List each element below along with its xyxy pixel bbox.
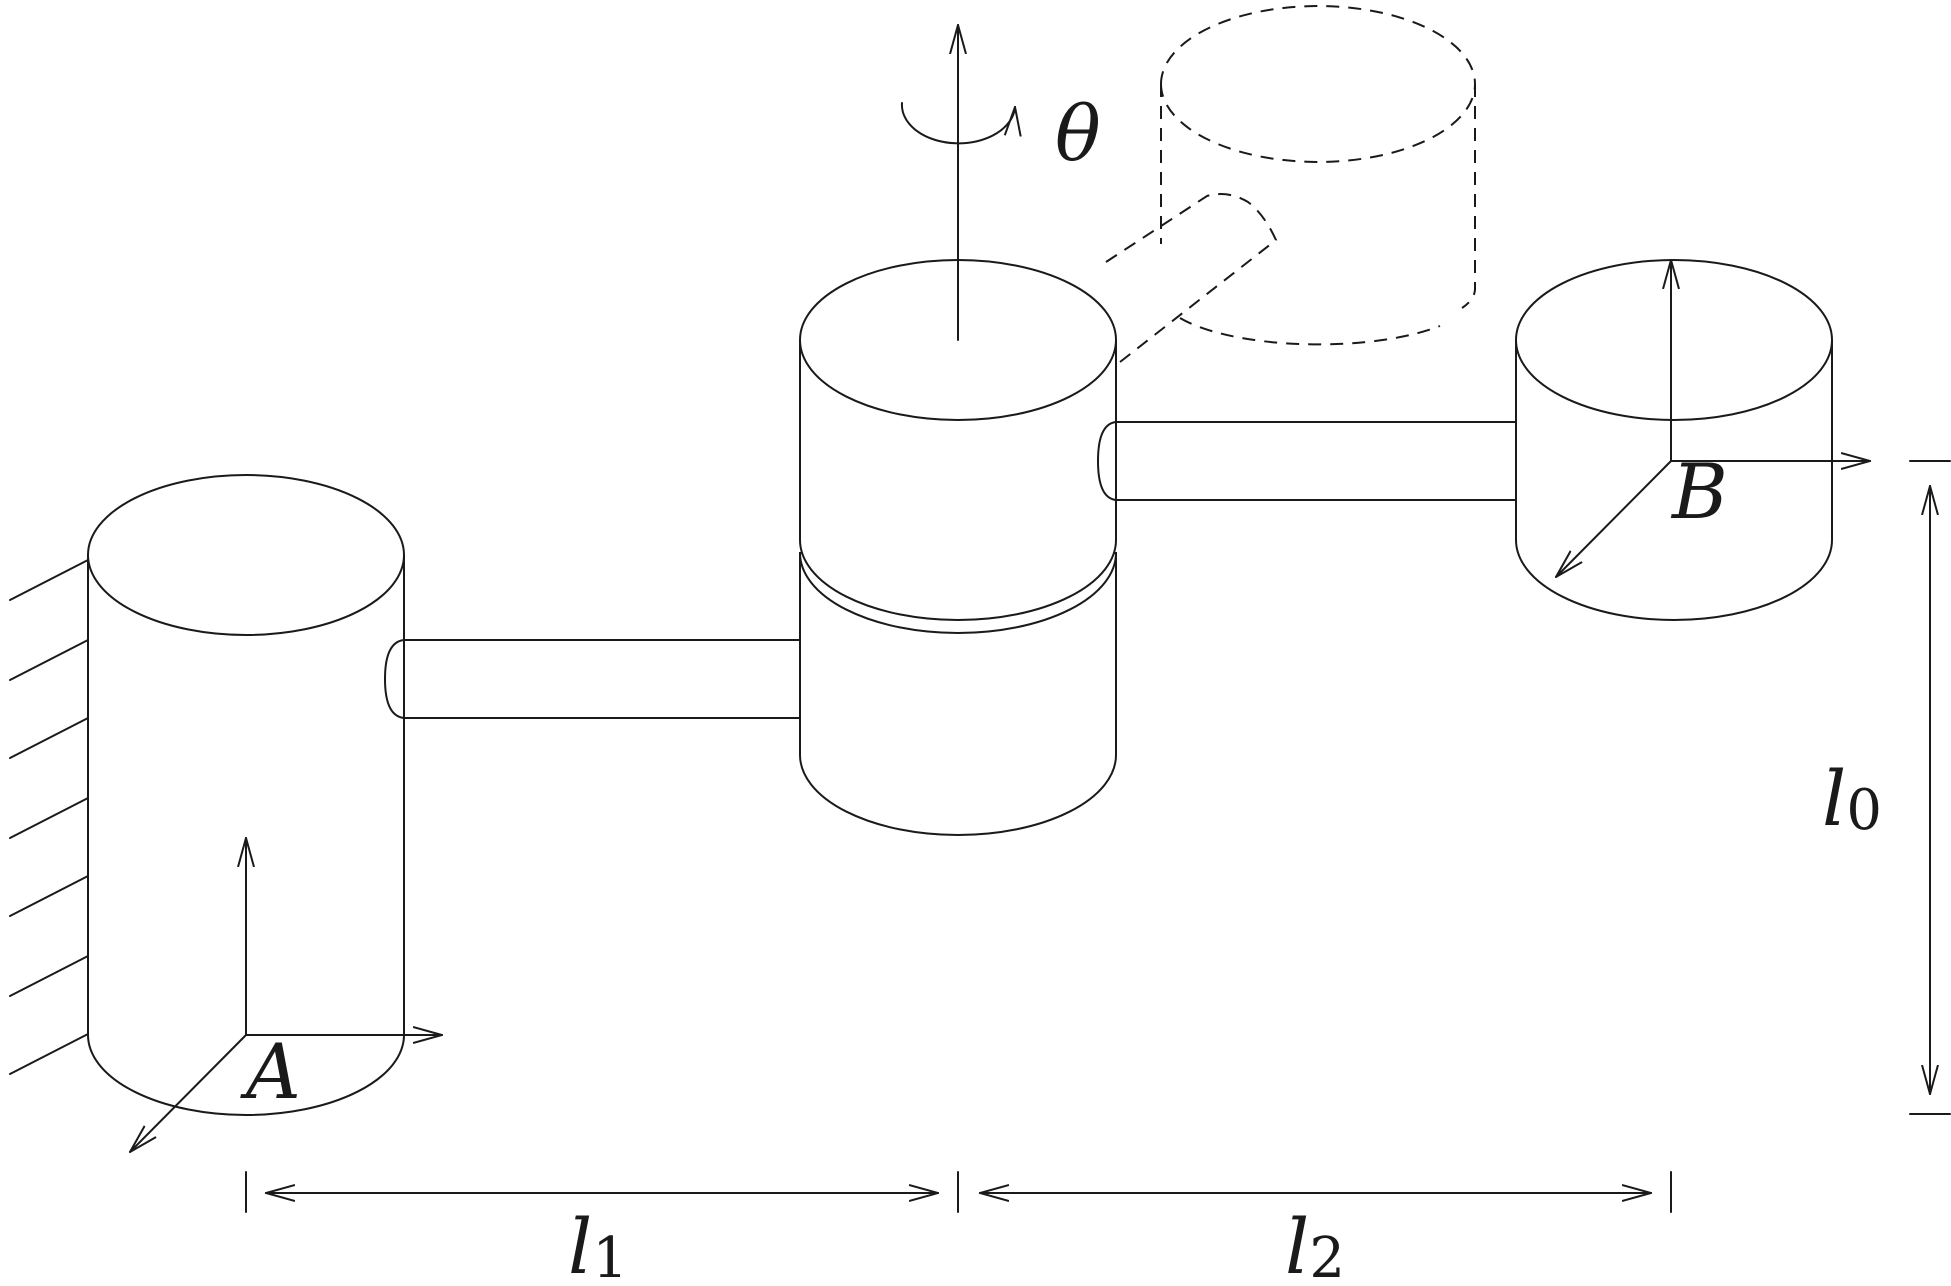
dimension-l1 xyxy=(245,1171,959,1213)
frame-b-axes xyxy=(1556,259,1871,577)
dimension-l2-label: l2 xyxy=(1285,1202,1345,1286)
base-cylinder xyxy=(87,474,405,1116)
joint-lower-cylinder xyxy=(799,552,1117,836)
frame-a-axes xyxy=(130,837,443,1152)
end-effector-cylinder xyxy=(1515,259,1833,621)
rotation-label: θ xyxy=(1055,89,1101,178)
dimension-l1-label: l1 xyxy=(568,1202,628,1286)
rotation-axis xyxy=(900,24,1015,341)
dimension-l2 xyxy=(979,1171,1672,1213)
link-2-rod xyxy=(1096,421,1517,501)
frame-a-label: A xyxy=(240,1027,301,1116)
link-1-rod xyxy=(383,639,801,719)
dimension-l0 xyxy=(1909,460,1951,1115)
dimension-l0-label: l0 xyxy=(1822,754,1882,843)
ghost-rotated-link xyxy=(1105,5,1476,363)
frame-b-label: B xyxy=(1670,447,1728,536)
ground-hatching xyxy=(9,559,89,1075)
